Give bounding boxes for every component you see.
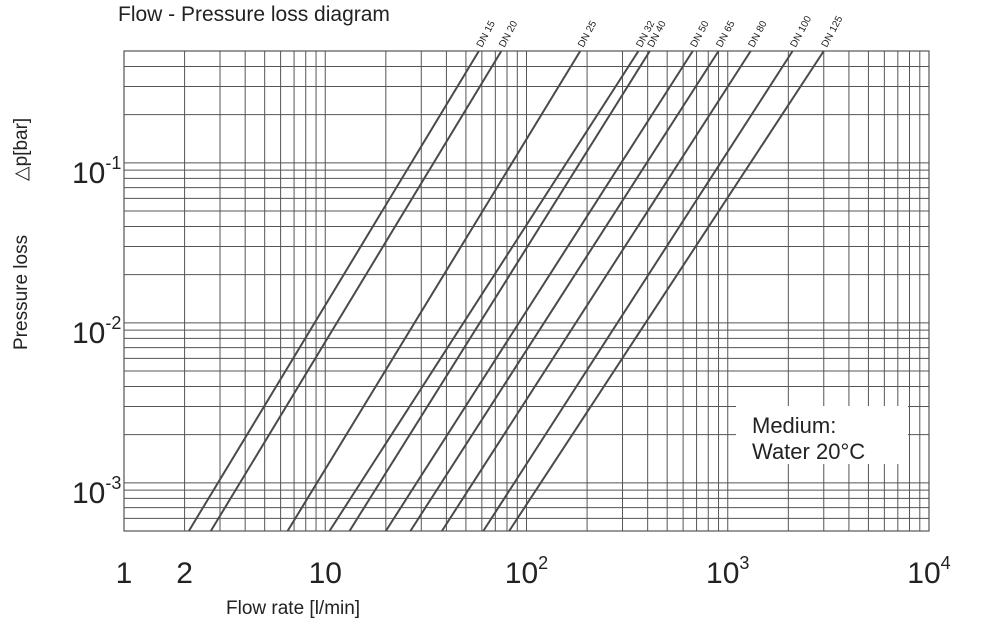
annotation-line-2: Water 20°C	[752, 439, 865, 464]
x-tick-label: 103	[706, 553, 749, 590]
series-line-dn-65	[409, 50, 720, 532]
x-tick-exponent: 4	[941, 553, 951, 573]
x-tick-label: 104	[907, 553, 950, 590]
x-tick-base: 10	[309, 557, 342, 590]
y-tick-exponent: -1	[105, 153, 121, 173]
series-label-dn-80: DN 80	[747, 19, 770, 50]
series-label-dn-25: DN 25	[576, 19, 599, 50]
y-tick-base: 10	[72, 317, 105, 350]
x-tick-base: 1	[116, 557, 133, 590]
series-label-dn-100: DN 100	[789, 14, 815, 49]
x-axis-label: Flow rate [l/min]	[226, 598, 360, 619]
x-tick-base: 2	[176, 557, 193, 590]
series-line-dn-20	[209, 50, 503, 532]
medium-annotation: Medium: Water 20°C	[736, 406, 908, 464]
x-tick-label: 10	[309, 557, 342, 590]
series-line-dn-100	[482, 50, 794, 532]
x-tick-base: 10	[505, 557, 538, 590]
y-axis-label: Pressure loss	[11, 235, 32, 350]
x-tick-base: 10	[706, 557, 739, 590]
chart-title: Flow - Pressure loss diagram	[118, 3, 390, 26]
series-line-dn-32	[328, 50, 640, 532]
series-line-dn-40	[348, 50, 651, 532]
annotation-line-1: Medium:	[752, 413, 836, 438]
series-label-dn-50: DN 50	[689, 19, 712, 50]
series-line-dn-80	[441, 50, 752, 532]
x-tick-exponent: 3	[739, 553, 749, 573]
series-line-dn-125	[508, 50, 825, 532]
x-tick-label: 102	[505, 553, 548, 590]
y-tick-base: 10	[72, 157, 105, 190]
series-lines	[187, 50, 825, 532]
x-tick-exponent: 2	[538, 553, 548, 573]
series-label-dn-125: DN 125	[820, 14, 846, 49]
series-label-dn-20: DN 20	[497, 19, 520, 50]
series-line-dn-25	[286, 50, 582, 532]
series-line-dn-15	[187, 50, 480, 532]
x-tick-label: 1	[116, 557, 133, 590]
series-label-dn-15: DN 15	[475, 19, 498, 50]
y-tick-label: 10-1	[72, 153, 121, 190]
y-axis-unit: △p[bar]	[11, 118, 32, 181]
x-axis-ticks: 1 2 10 102 103 104	[116, 553, 951, 590]
y-tick-label: 10-3	[72, 473, 121, 510]
series-label-dn-65: DN 65	[714, 19, 737, 50]
series-line-dn-50	[384, 50, 694, 532]
x-tick-label: 2	[176, 557, 193, 590]
y-tick-label: 10-2	[72, 313, 121, 350]
y-axis-ticks: 10-110-210-3	[72, 153, 121, 510]
annotation-background	[736, 406, 908, 464]
x-tick-base: 10	[907, 557, 940, 590]
y-tick-base: 10	[72, 477, 105, 510]
y-tick-exponent: -3	[105, 473, 121, 493]
y-tick-exponent: -2	[105, 313, 121, 333]
